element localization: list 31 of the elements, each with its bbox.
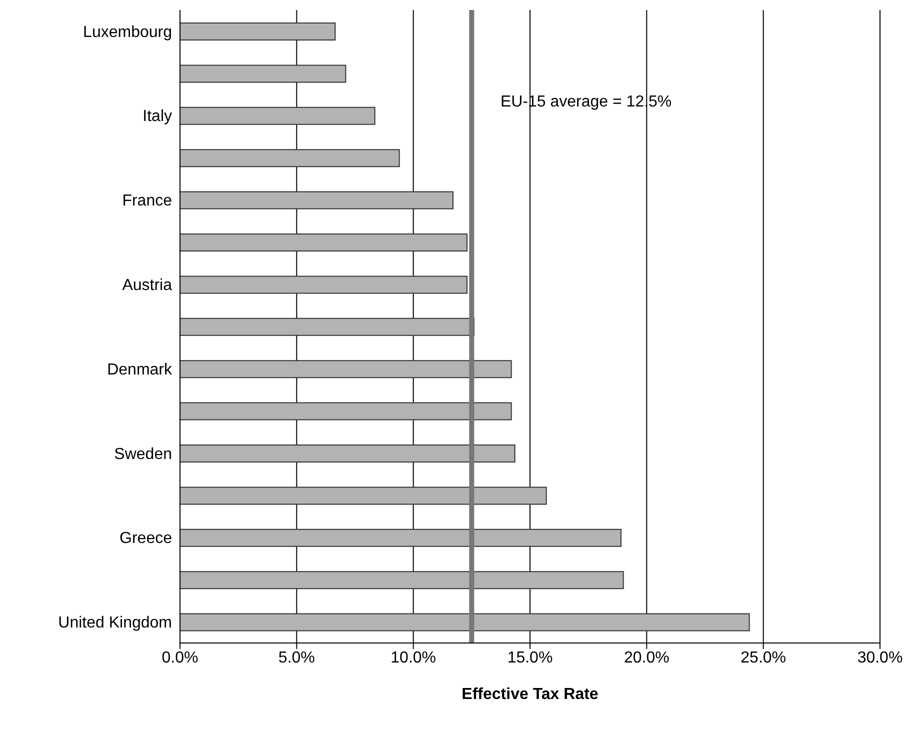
x-tick-label: 5.0%: [278, 649, 315, 666]
bar: [180, 360, 512, 378]
bar: [180, 64, 346, 83]
y-tick-label: Italy: [142, 108, 172, 126]
y-tick-label: France: [122, 192, 172, 210]
x-tick-label: 10.0%: [390, 649, 436, 666]
x-tick-label: 15.0%: [507, 649, 553, 666]
bar: [180, 444, 516, 462]
bar: [180, 149, 400, 168]
bar: [180, 402, 512, 420]
x-tick-label: 20.0%: [624, 649, 670, 666]
bar: [180, 276, 468, 294]
y-tick-label: Austria: [122, 276, 172, 294]
y-tick-label: Greece: [120, 530, 172, 548]
x-axis-title: Effective Tax Rate: [462, 686, 598, 703]
bar: [180, 22, 336, 40]
bar: [180, 106, 376, 125]
bar: [180, 571, 624, 590]
bar: [180, 528, 622, 547]
y-tick-label: United Kingdom: [58, 614, 172, 632]
bar: [180, 318, 474, 336]
x-tick-label: 30.0%: [857, 649, 903, 666]
bar: [180, 486, 547, 505]
y-tick-label: Luxembourg: [83, 24, 172, 41]
y-tick-label: Denmark: [107, 361, 173, 378]
bar: [180, 613, 750, 632]
x-tick-label: 25.0%: [740, 649, 786, 666]
bar: [180, 191, 454, 210]
x-tick-label: 0.0%: [162, 649, 198, 666]
y-tick-label: Sweden: [114, 446, 172, 463]
bar: [180, 234, 468, 252]
